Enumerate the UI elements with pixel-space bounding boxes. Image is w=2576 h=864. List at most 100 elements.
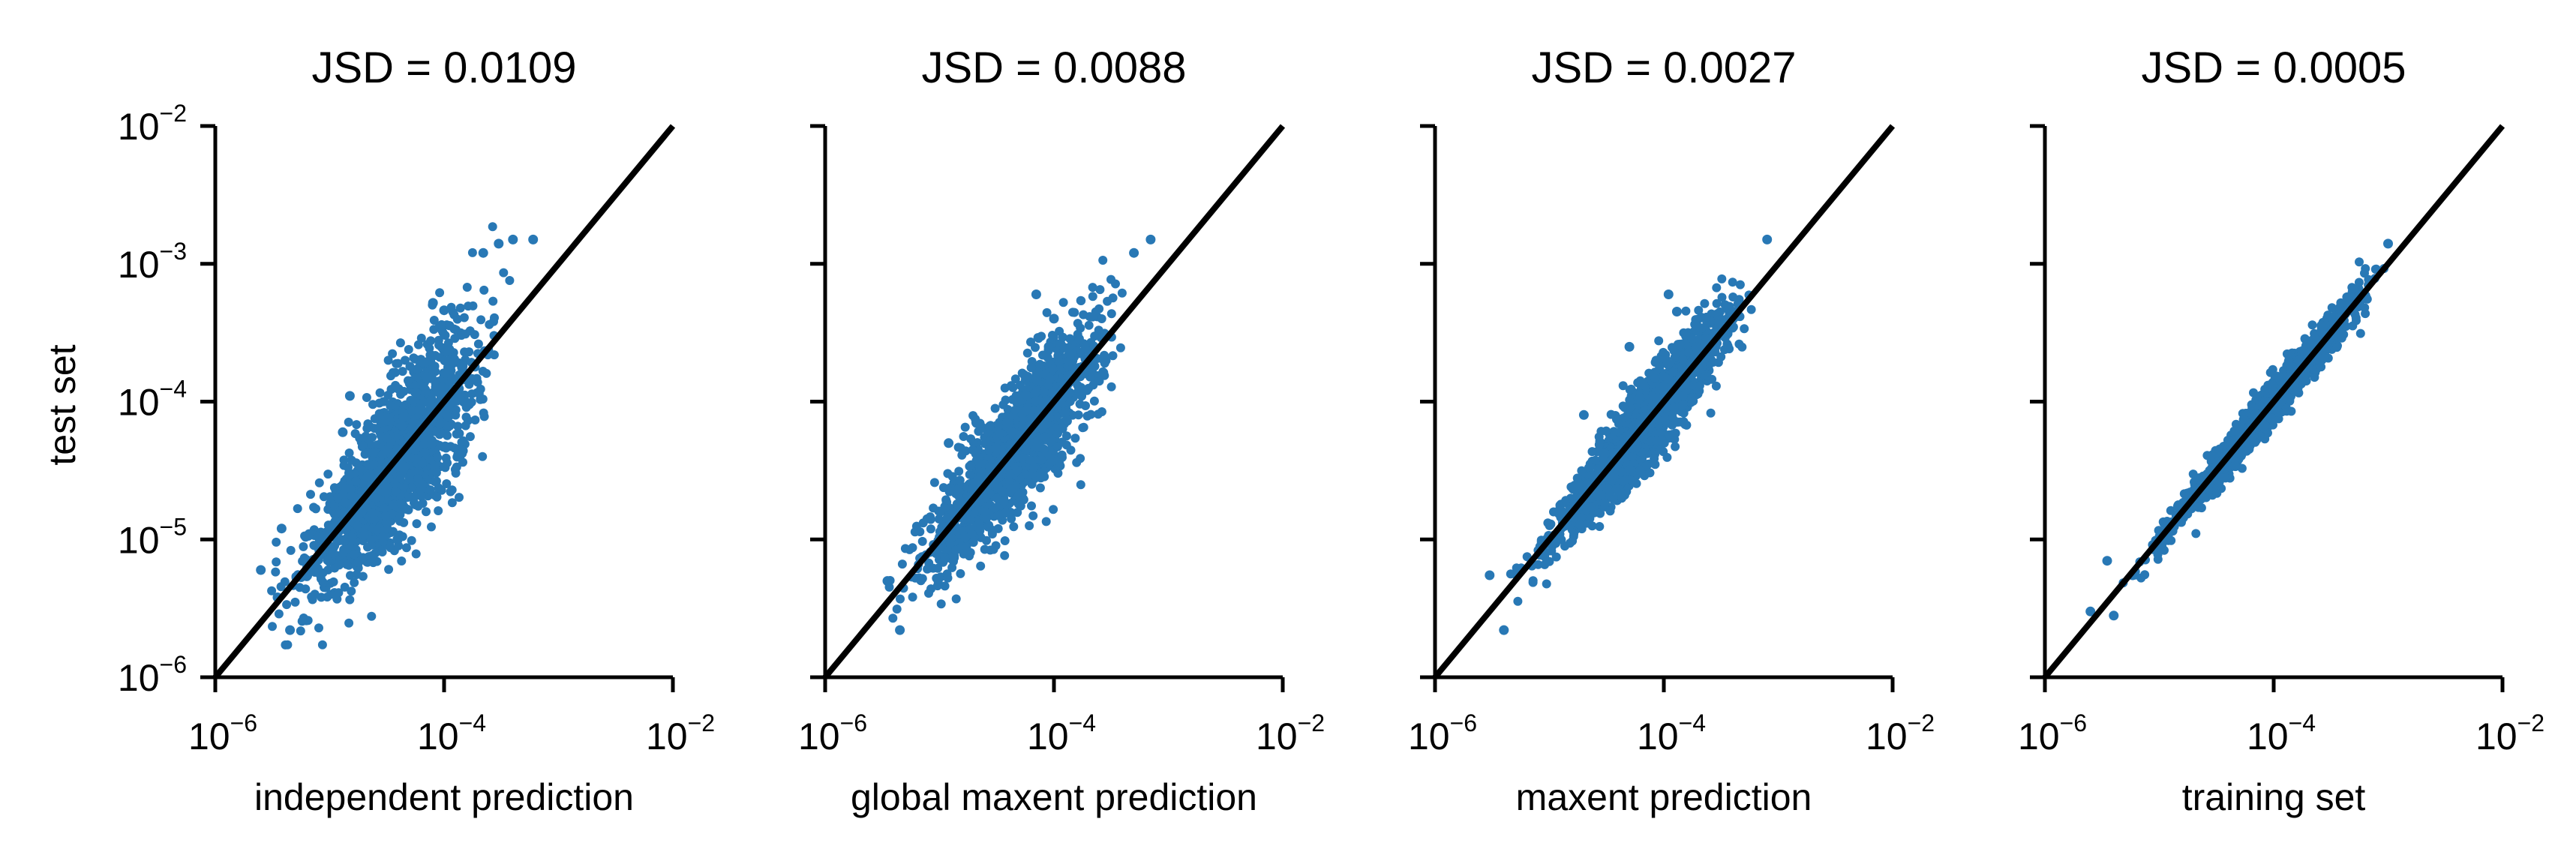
- scatter-point: [966, 460, 976, 470]
- scatter-point: [1662, 355, 1671, 364]
- scatter-point: [432, 492, 442, 502]
- scatter-point: [428, 439, 437, 448]
- scatter-point: [968, 484, 977, 494]
- scatter-point: [342, 560, 352, 569]
- scatter-point: [1052, 442, 1062, 452]
- scatter-point: [478, 394, 488, 404]
- scatter-point: [1665, 430, 1674, 440]
- scatter-point: [366, 535, 376, 544]
- scatter-point: [464, 302, 473, 311]
- scatter-point: [1557, 535, 1566, 544]
- scatter-point: [1717, 292, 1727, 302]
- reference-line-y-equals-x: [212, 124, 676, 680]
- scatter-point: [1058, 332, 1067, 342]
- scatter-point: [1012, 466, 1022, 476]
- scatter-point: [437, 326, 447, 335]
- scatter-point: [323, 556, 332, 566]
- scatter-point: [410, 498, 419, 508]
- scatter-point: [1032, 375, 1042, 385]
- scatter-point: [489, 350, 499, 360]
- scatter-point: [333, 494, 343, 502]
- scatter-point: [362, 472, 371, 482]
- scatter-point: [960, 422, 970, 432]
- scatter-point: [1617, 476, 1627, 486]
- scatter-point: [374, 409, 384, 418]
- scatter-point: [396, 499, 406, 508]
- scatter-point: [1485, 570, 1495, 580]
- scatter-point: [425, 485, 435, 495]
- tick-exponent: −2: [1298, 710, 1325, 736]
- scatter-point: [1025, 455, 1035, 465]
- scatter-point: [347, 586, 356, 596]
- scatter-point: [362, 393, 371, 402]
- scatter-point: [256, 565, 266, 575]
- scatter-point: [339, 548, 349, 557]
- scatter-point: [1026, 363, 1036, 373]
- scatter-point: [345, 595, 355, 604]
- scatter-point: [1512, 563, 1521, 573]
- scatter-point: [999, 496, 1009, 506]
- scatter-point: [1677, 407, 1686, 417]
- scatter-point: [329, 500, 339, 510]
- scatter-point: [1007, 427, 1017, 436]
- scatter-point: [1626, 384, 1636, 394]
- scatter-point: [1027, 479, 1037, 489]
- scatter-point: [407, 406, 417, 416]
- scatter-point: [1084, 320, 1094, 330]
- scatter-point: [338, 427, 348, 437]
- scatter-point: [1021, 445, 1031, 454]
- scatter-point: [409, 353, 419, 363]
- scatter-point: [1506, 569, 1515, 579]
- scatter-point: [892, 604, 902, 614]
- scatter-point: [1047, 456, 1056, 466]
- scatter-point: [1117, 288, 1127, 298]
- scatter-point: [1100, 358, 1109, 368]
- scatter-point: [1039, 444, 1049, 454]
- scatter-point: [995, 428, 1005, 438]
- scatter-point: [434, 506, 443, 515]
- scatter-point: [308, 595, 317, 604]
- scatter-point: [435, 419, 445, 429]
- scatter-point: [394, 541, 404, 550]
- scatter-point: [1073, 410, 1083, 420]
- tick-exponent: −2: [688, 710, 715, 736]
- scatter-point: [1717, 274, 1727, 284]
- tick-exponent: −4: [1069, 710, 1096, 736]
- scatter-point: [383, 356, 393, 365]
- scatter-point: [1043, 380, 1053, 390]
- scatter-point: [955, 476, 965, 485]
- scatter-point: [452, 314, 462, 324]
- scatter-point: [1513, 596, 1523, 606]
- scatter-point: [1605, 484, 1614, 494]
- scatter-point: [326, 590, 335, 599]
- scatter-point: [274, 609, 284, 619]
- scatter-point: [467, 374, 476, 383]
- scatter-point: [1650, 374, 1659, 383]
- scatter-point: [1000, 536, 1010, 545]
- x-tick-label: 10−4: [417, 710, 486, 758]
- scatter-point: [1590, 489, 1600, 499]
- scatter-point: [2327, 303, 2337, 313]
- scatter-point: [1088, 283, 1097, 292]
- scatter-point: [494, 238, 504, 249]
- x-axis-label: maxent prediction: [1516, 776, 1812, 818]
- scatter-point: [435, 288, 445, 298]
- scatter-point: [335, 560, 344, 570]
- scatter-point: [1076, 296, 1085, 305]
- scatter-point: [1029, 463, 1039, 472]
- scatter-point: [1545, 520, 1554, 530]
- x-tick-label: 10−2: [1866, 710, 1935, 758]
- scatter-point: [341, 525, 351, 535]
- scatter-point: [346, 571, 355, 580]
- scatter-point: [1073, 319, 1082, 328]
- scatter-point: [1088, 292, 1097, 302]
- scatter-point: [974, 475, 983, 484]
- scatter-point: [974, 518, 984, 528]
- scatter-point: [1671, 307, 1682, 316]
- scatter-point: [404, 376, 413, 386]
- scatter-point: [962, 542, 971, 551]
- scatter-point: [1540, 560, 1550, 569]
- scatter-point: [344, 391, 355, 401]
- scatter-point: [983, 522, 992, 532]
